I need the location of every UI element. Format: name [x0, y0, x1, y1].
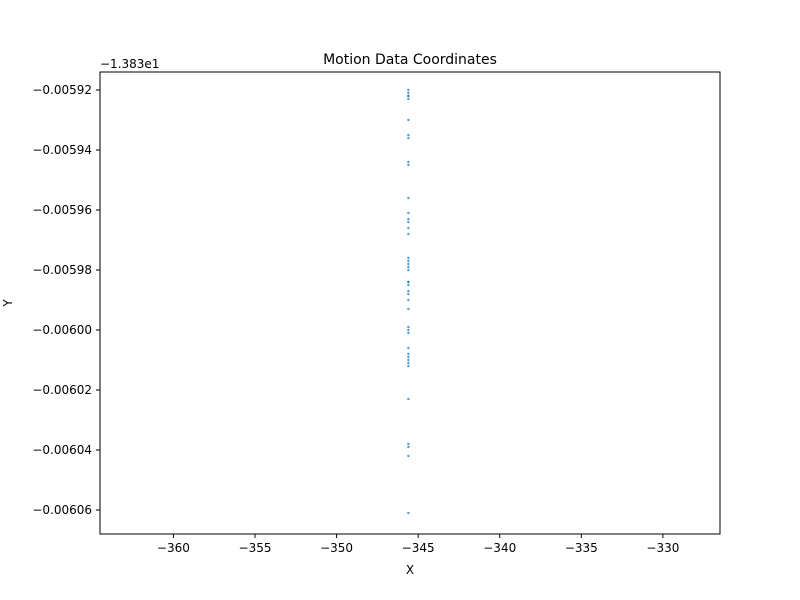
data-point	[407, 262, 410, 266]
x-tick-label: −350	[320, 541, 353, 555]
data-point	[407, 361, 410, 365]
data-point	[407, 88, 410, 92]
data-point	[407, 217, 410, 221]
y-offset-label: −1.383e1	[100, 57, 159, 71]
data-point	[407, 298, 410, 302]
data-point	[407, 226, 410, 230]
data-point	[407, 136, 410, 140]
y-tick-label: −0.00604	[32, 443, 92, 457]
data-point	[407, 397, 410, 401]
x-tick-label: −335	[565, 541, 598, 555]
data-point	[407, 163, 410, 167]
data-point	[407, 91, 410, 95]
data-point	[407, 331, 410, 335]
data-point	[407, 346, 410, 350]
data-point	[407, 283, 410, 287]
data-point	[407, 133, 410, 137]
data-point	[407, 292, 410, 296]
x-axis: −360 −355 −350 −345 −340 −335 −330	[157, 534, 679, 555]
x-tick-label: −345	[402, 541, 435, 555]
data-point	[407, 94, 410, 98]
x-tick-label: −330	[646, 541, 679, 555]
data-point	[407, 511, 410, 515]
x-tick-label: −360	[157, 541, 190, 555]
data-point	[407, 280, 410, 284]
data-point	[407, 220, 410, 224]
y-tick-label: −0.00602	[32, 383, 92, 397]
data-point	[407, 97, 410, 101]
data-points	[407, 88, 410, 515]
chart-title: Motion Data Coordinates	[323, 52, 497, 68]
x-tick-label: −355	[239, 541, 272, 555]
y-tick-label: −0.00606	[32, 503, 92, 517]
data-point	[407, 232, 410, 236]
data-point	[407, 211, 410, 215]
data-point	[407, 268, 410, 272]
data-point	[407, 328, 410, 332]
y-axis: −0.00592 −0.00594 −0.00596 −0.00598 −0.00600…	[32, 83, 100, 517]
data-point	[407, 259, 410, 263]
data-point	[407, 352, 410, 356]
data-point	[407, 196, 410, 200]
data-point	[407, 454, 410, 458]
data-point	[407, 160, 410, 164]
data-point	[407, 355, 410, 359]
data-point	[407, 445, 410, 449]
data-point	[407, 307, 410, 311]
data-point	[407, 265, 410, 269]
data-point	[407, 118, 410, 122]
y-axis-label: Y	[1, 299, 15, 308]
x-axis-label: X	[406, 563, 414, 577]
data-point	[407, 358, 410, 362]
y-tick-label: −0.00594	[32, 143, 92, 157]
y-tick-label: −0.00592	[32, 83, 92, 97]
y-tick-label: −0.00600	[32, 323, 92, 337]
x-tick-label: −340	[483, 541, 516, 555]
data-point	[407, 289, 410, 293]
data-point	[407, 364, 410, 368]
data-point	[407, 442, 410, 446]
data-point	[407, 325, 410, 329]
y-tick-label: −0.00598	[32, 263, 92, 277]
plot-area-frame	[99, 71, 721, 535]
data-point	[407, 256, 410, 260]
y-tick-label: −0.00596	[32, 203, 92, 217]
